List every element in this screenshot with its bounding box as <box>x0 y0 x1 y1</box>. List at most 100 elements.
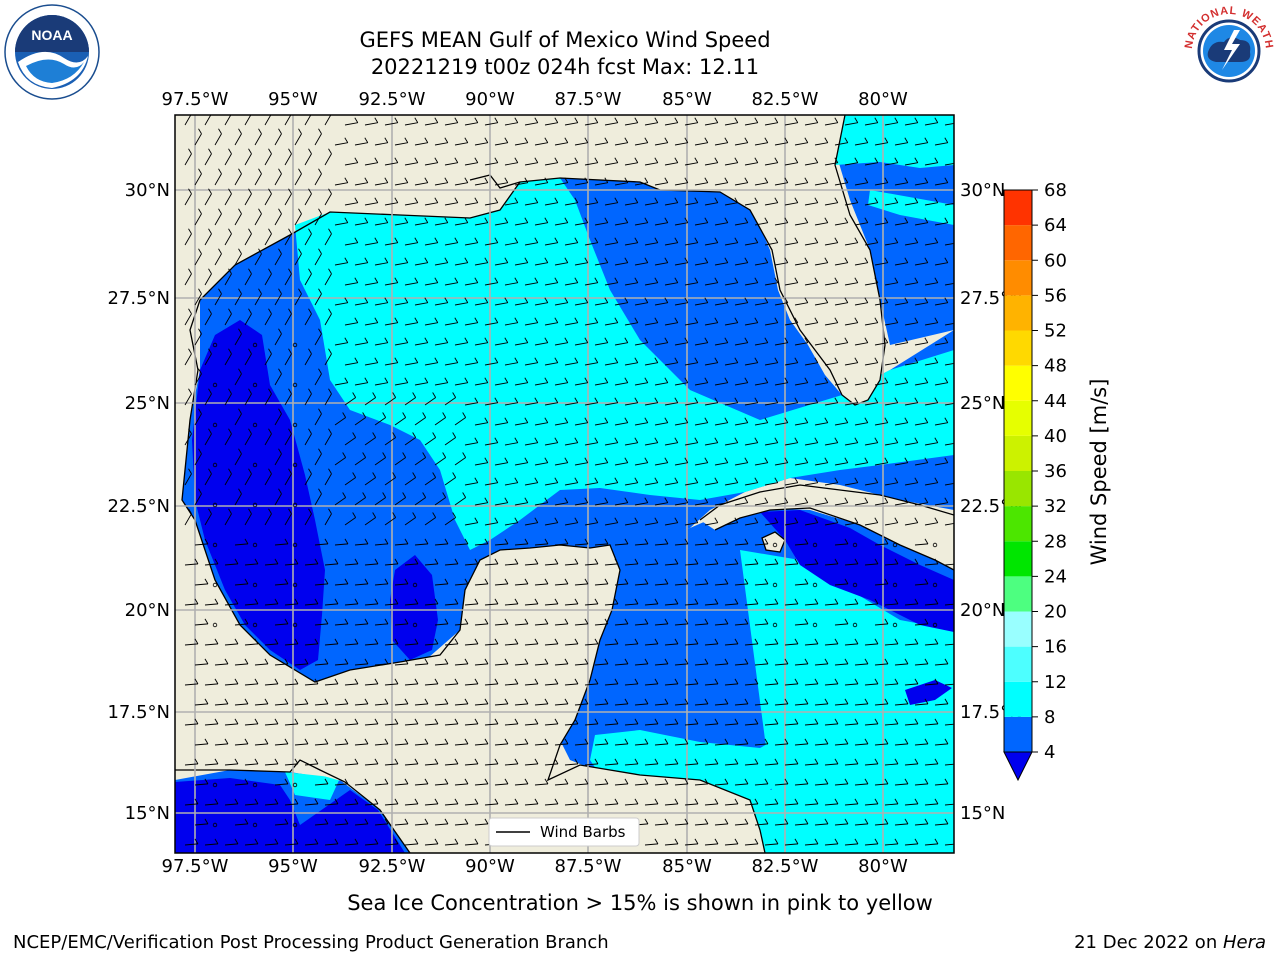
wind-barb <box>744 683 758 686</box>
wind-barb <box>354 457 366 466</box>
wind-barb-feather <box>854 598 859 605</box>
wind-barb <box>904 643 918 646</box>
wind-barb <box>674 342 688 346</box>
wind-barb-feather <box>754 157 759 163</box>
wind-barb <box>884 683 898 686</box>
wind-barb-feather <box>934 157 939 163</box>
wind-barb <box>864 242 878 246</box>
wind-barb <box>924 723 938 726</box>
wind-barb <box>664 162 678 166</box>
wind-barb <box>604 202 618 206</box>
wind-barb-feather <box>228 468 232 474</box>
wind-barb <box>534 182 548 186</box>
wind-barb <box>504 322 518 326</box>
wind-barb <box>774 502 788 506</box>
wind-barb-feather <box>504 618 509 625</box>
wind-barb-feather <box>554 317 559 323</box>
wind-barb <box>604 643 618 646</box>
wind-barb <box>754 502 768 506</box>
wind-barb-feather <box>414 798 419 805</box>
wind-barb-feather <box>484 658 489 665</box>
wind-barb-feather <box>814 317 819 323</box>
wind-barb <box>594 462 608 466</box>
calm-barb <box>212 502 218 508</box>
wind-barb-feather <box>854 117 859 123</box>
wind-barb <box>344 477 356 486</box>
wind-barb-feather <box>208 148 212 154</box>
lon-label-bottom: 82.5°W <box>752 856 819 877</box>
wind-barb-feather <box>444 377 449 383</box>
wind-barb-feather <box>574 317 579 323</box>
wind-barb <box>714 623 728 626</box>
wind-barb <box>644 202 658 206</box>
wind-barb <box>524 683 538 686</box>
wind-barb-feather <box>342 492 347 498</box>
wind-barb <box>464 202 478 206</box>
wind-barb-feather <box>674 678 679 685</box>
wind-barb-feather <box>714 197 719 203</box>
wind-barb <box>724 402 738 406</box>
wind-barb <box>584 522 598 526</box>
wind-barb-feather <box>318 488 322 494</box>
wind-barb <box>404 563 418 566</box>
wind-barb-feather <box>412 472 417 478</box>
wind-barb-feather <box>524 457 529 463</box>
wind-barb-feather <box>238 448 242 454</box>
wind-barb-feather <box>794 477 799 483</box>
wind-barb-feather <box>774 558 779 565</box>
wind-barb <box>224 273 232 286</box>
wind-barb <box>444 723 458 726</box>
wind-barb-feather <box>794 117 799 123</box>
wind-barb-feather <box>694 798 699 805</box>
wind-barb-feather <box>955 799 958 804</box>
wind-barb <box>634 142 648 146</box>
wind-barb-feather <box>854 477 859 483</box>
wind-barb <box>314 253 322 266</box>
wind-barb-feather <box>574 718 579 725</box>
wind-barb <box>264 513 272 526</box>
wind-barb-feather <box>634 477 639 483</box>
wind-barb-feather <box>454 157 459 163</box>
wind-barb-feather <box>944 658 949 665</box>
wind-barb <box>894 783 908 786</box>
wind-barb <box>594 663 608 666</box>
wind-barb-feather <box>704 778 709 785</box>
wind-barb <box>484 282 498 286</box>
wind-barb <box>564 402 578 406</box>
wind-barb-feather <box>734 277 739 283</box>
wind-barb <box>694 342 708 346</box>
wind-barb-feather <box>554 598 559 605</box>
wind-barb <box>794 262 808 266</box>
wind-barb-feather <box>694 838 699 845</box>
wind-barb-feather <box>554 357 559 363</box>
wind-barb <box>884 763 898 766</box>
wind-barb-feather <box>238 368 242 374</box>
wind-barb-feather <box>864 377 869 383</box>
wind-barb <box>294 173 302 186</box>
colorbar-segment <box>1004 576 1032 612</box>
wind-barb-feather <box>294 678 299 685</box>
calm-barb <box>252 462 258 468</box>
calm-barb <box>292 462 298 468</box>
wind-barb-feather <box>834 798 839 805</box>
wind-barb <box>394 142 408 146</box>
wind-barb-feather <box>924 217 929 223</box>
wind-barb-feather <box>914 317 919 323</box>
wind-barb-feather <box>814 798 819 805</box>
wind-barb-feather <box>364 698 369 705</box>
wind-barb <box>484 603 498 606</box>
wind-barb-feather <box>524 538 529 545</box>
wind-barb-feather <box>194 798 199 805</box>
wind-barb <box>744 242 758 246</box>
lon-label-top: 80°W <box>858 89 908 110</box>
wind-barb-feather <box>554 277 559 283</box>
wind-barb <box>464 763 478 766</box>
wind-barb <box>894 222 908 226</box>
wind-barb <box>354 382 368 386</box>
wind-barb <box>524 322 538 326</box>
wind-barb <box>884 723 898 726</box>
wind-barb-feather <box>634 718 639 725</box>
wind-barb <box>514 382 528 386</box>
wind-barb-feather <box>584 738 589 745</box>
wind-barb-feather <box>464 618 469 625</box>
